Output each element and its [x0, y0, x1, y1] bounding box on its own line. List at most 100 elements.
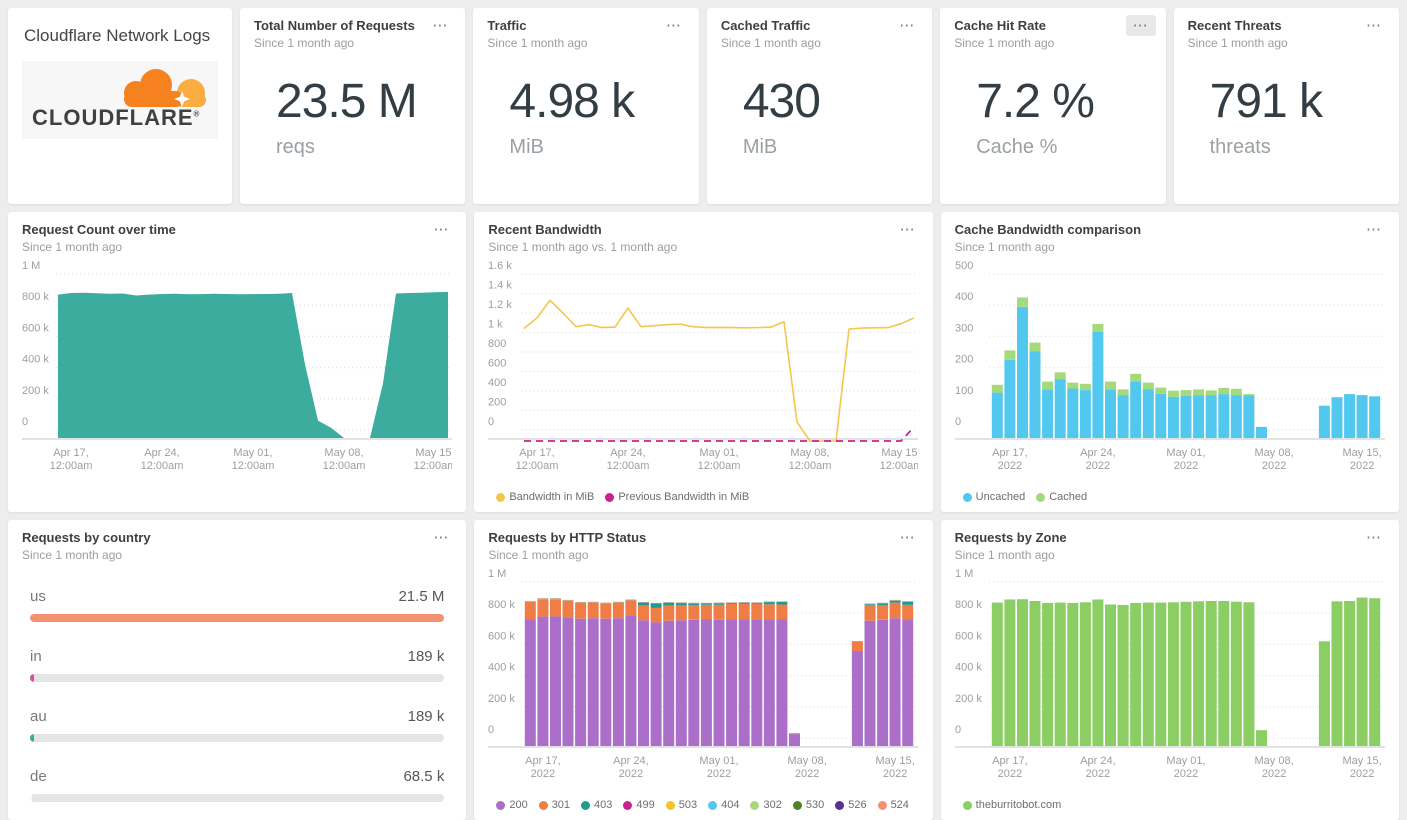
panel-recent-threats: Recent Threats Since 1 month ago ⋯ 791 k…: [1173, 8, 1400, 204]
stat-value: 4.98 k: [509, 75, 635, 128]
legend-dot-icon: [835, 800, 845, 810]
svg-text:400 k: 400 k: [488, 662, 515, 674]
svg-text:1 M: 1 M: [955, 568, 973, 580]
legend-item[interactable]: 403: [581, 799, 612, 811]
legend-dot-icon: [962, 800, 972, 810]
country-label: de: [30, 768, 47, 785]
panel-menu-icon[interactable]: ⋯: [1359, 527, 1389, 548]
country-bar-fill: [30, 674, 35, 682]
svg-text:2022: 2022: [997, 460, 1021, 472]
http-status-chart[interactable]: 1 M 800 k 600 k 400 k 200 k 0 Apr 17, 2022 Apr 2…: [488, 568, 919, 811]
legend-item[interactable]: 302: [750, 799, 782, 811]
panel-title: Recent Threats: [1187, 18, 1282, 33]
svg-text:0: 0: [955, 416, 961, 428]
panel-http-status: Requests by HTTP Status Since 1 month ag…: [474, 520, 933, 820]
legend-item[interactable]: 503: [665, 799, 697, 811]
panel-cache-hit-rate: Cache Hit Rate Since 1 month ago ⋯ 7.2 %…: [940, 8, 1166, 204]
legend-dot-icon: [877, 800, 887, 810]
legend-item[interactable]: theburritobot.com: [962, 799, 1061, 811]
svg-text:2022: 2022: [883, 768, 907, 780]
svg-text:0: 0: [488, 416, 494, 428]
panel-menu-icon[interactable]: ⋯: [893, 219, 923, 240]
svg-text:2022: 2022: [1350, 460, 1374, 472]
dashboard-title: Cloudflare Network Logs: [24, 26, 211, 45]
panel-title: Cache Bandwidth comparison: [954, 222, 1142, 237]
panel-subtitle: Since 1 month ago: [954, 240, 1055, 254]
legend-item[interactable]: 404: [708, 799, 739, 811]
legend-item[interactable]: 530: [792, 799, 824, 811]
svg-text:May 15,: May 15,: [876, 755, 915, 767]
country-value: 21.5 M: [398, 588, 445, 605]
svg-text:500: 500: [955, 260, 973, 272]
country-row: de 68.5 k: [30, 768, 445, 802]
panel-menu-icon[interactable]: ⋯: [1359, 219, 1389, 240]
svg-text:May 15,: May 15,: [415, 447, 452, 459]
svg-text:May 15,: May 15,: [1342, 447, 1381, 459]
panel-menu-icon[interactable]: ⋯: [659, 15, 689, 36]
svg-text:Apr 24,: Apr 24,: [1080, 447, 1115, 459]
legend-item[interactable]: 200: [496, 799, 528, 811]
panel-menu-icon[interactable]: ⋯: [1359, 15, 1389, 36]
panel-menu-icon[interactable]: ⋯: [1125, 15, 1156, 36]
panel-menu-icon[interactable]: ⋯: [426, 527, 456, 548]
legend-item[interactable]: Uncached: [962, 491, 1025, 503]
legend-item[interactable]: 526: [835, 799, 867, 811]
svg-text:2022: 2022: [1085, 768, 1109, 780]
panel-title: Cached Traffic: [720, 18, 811, 33]
panel-title: Requests by HTTP Status: [488, 530, 647, 545]
country-label: in: [30, 648, 42, 665]
svg-text:800: 800: [488, 338, 506, 350]
country-value: 189 k: [407, 708, 445, 725]
legend-item[interactable]: Cached: [1036, 491, 1087, 503]
panel-title: Recent Bandwidth: [488, 222, 602, 237]
panel-menu-icon[interactable]: ⋯: [893, 527, 923, 548]
legend-item[interactable]: 301: [538, 799, 570, 811]
svg-text:May 01,: May 01,: [700, 755, 739, 767]
svg-text:800 k: 800 k: [488, 599, 515, 611]
svg-text:2022: 2022: [1173, 460, 1197, 472]
request-count-chart[interactable]: 1 M 800 k 600 k 400 k 200 k 0 Apr 17, 12:00am Ap…: [22, 260, 456, 489]
chart-legend: 200 301 403 499 503 404 302 530 526 524: [488, 799, 918, 811]
legend-item[interactable]: 524: [877, 799, 909, 811]
panel-request-count: Request Count over time Since 1 month ag…: [8, 212, 467, 512]
country-value: 189 k: [407, 648, 445, 665]
panel-requests-by-country: Requests by country Since 1 month ago ⋯ …: [8, 520, 467, 820]
panel-menu-icon[interactable]: ⋯: [425, 15, 455, 36]
svg-text:400 k: 400 k: [22, 354, 49, 366]
svg-text:400 k: 400 k: [955, 662, 982, 674]
legend-item[interactable]: Previous Bandwidth in MiB: [605, 491, 749, 503]
svg-text:2022: 2022: [1350, 768, 1374, 780]
legend-item[interactable]: Bandwidth in MiB: [496, 491, 594, 503]
panel-menu-icon[interactable]: ⋯: [426, 219, 456, 240]
svg-text:200: 200: [488, 397, 506, 409]
stats-row: Cloudflare Network Logs CLOUDFLARE® Tota…: [8, 8, 1400, 204]
panel-menu-icon[interactable]: ⋯: [892, 15, 922, 36]
country-label: us: [30, 588, 46, 605]
svg-text:Apr 24,: Apr 24,: [144, 447, 179, 459]
svg-text:Apr 17,: Apr 17,: [992, 755, 1027, 767]
svg-text:200: 200: [955, 354, 973, 366]
svg-text:12:00am: 12:00am: [232, 460, 275, 472]
svg-text:12:00am: 12:00am: [323, 460, 366, 472]
svg-text:Apr 24,: Apr 24,: [613, 755, 648, 767]
stat-unit: threats: [1209, 136, 1271, 158]
country-bar-fill: [30, 794, 33, 802]
legend-dot-icon: [538, 800, 548, 810]
svg-text:600 k: 600 k: [955, 630, 982, 642]
country-bar-track: [30, 794, 445, 802]
svg-text:0: 0: [955, 724, 961, 736]
svg-text:200 k: 200 k: [22, 385, 49, 397]
cache-bandwidth-chart[interactable]: 500 400 300 200 100 0 Apr 17, 2022 Apr 24, 2022 Ma…: [954, 260, 1385, 503]
requests-by-zone-chart[interactable]: 1 M 800 k 600 k 400 k 200 k 0 Apr 17, 2022 Apr 2…: [954, 568, 1385, 811]
svg-text:600 k: 600 k: [488, 630, 515, 642]
panel-cache-bandwidth: Cache Bandwidth comparison Since 1 month…: [940, 212, 1399, 512]
svg-text:200 k: 200 k: [488, 693, 515, 705]
legend-item[interactable]: 499: [623, 799, 655, 811]
svg-text:200 k: 200 k: [955, 693, 982, 705]
panel-subtitle: Since 1 month ago: [1187, 36, 1288, 50]
panel-subtitle: Since 1 month ago vs. 1 month ago: [488, 240, 678, 254]
svg-text:May 01,: May 01,: [1166, 755, 1205, 767]
legend-dot-icon: [496, 492, 506, 502]
